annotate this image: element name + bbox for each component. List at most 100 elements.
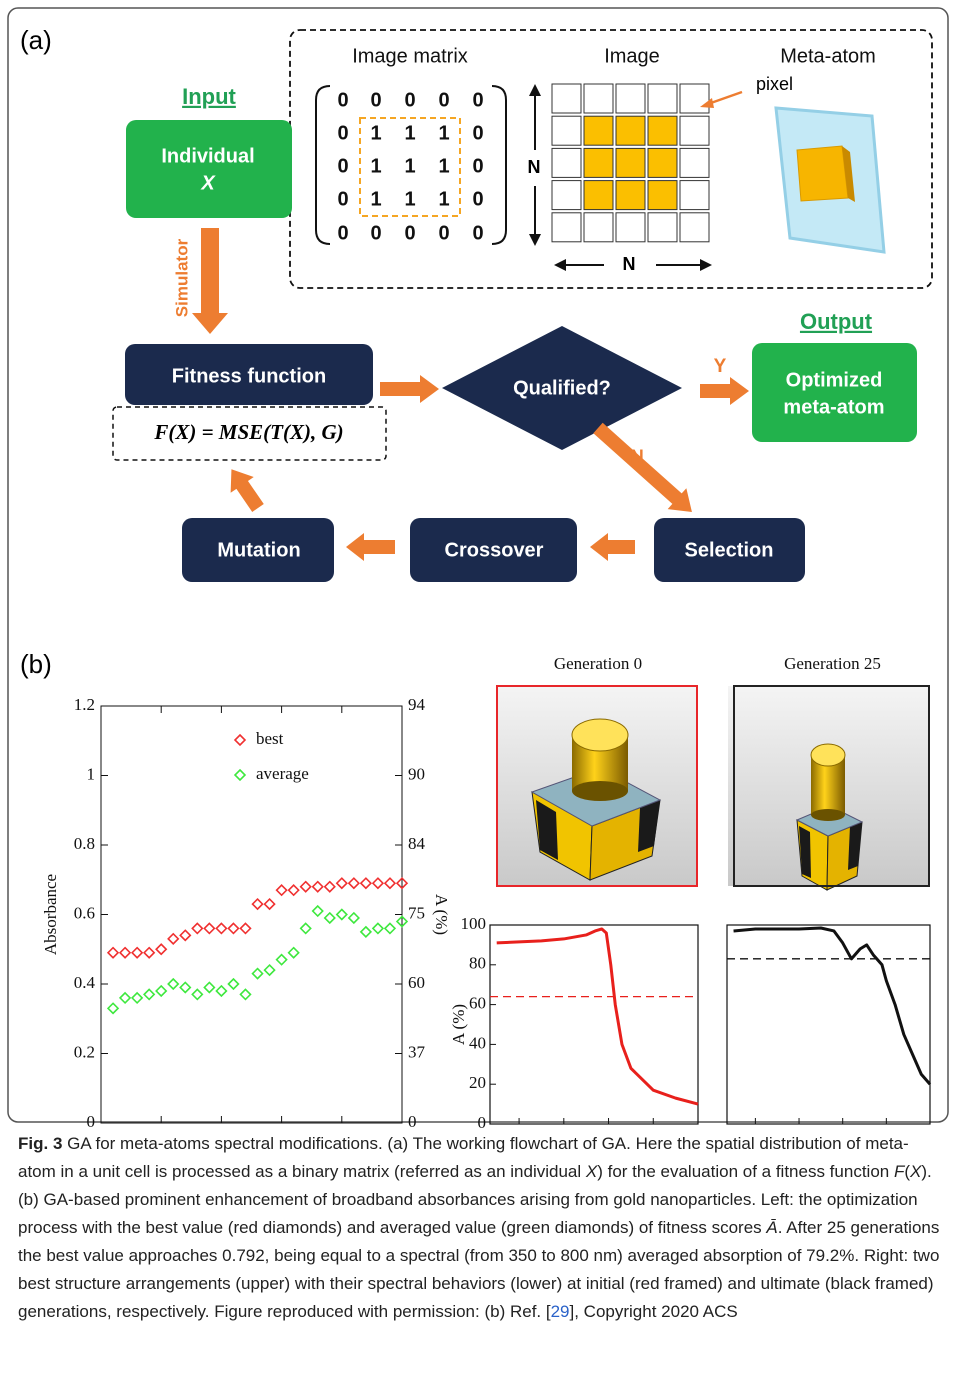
legend-marker [233,733,247,747]
panel-label: (a) [20,25,52,55]
y-tick-label: 60 [469,994,486,1013]
data-point [347,911,360,925]
data-point [335,908,348,921]
y2-tick-label: 84 [408,834,426,853]
panel-label: (b) [20,649,52,679]
pixel [647,115,678,146]
y-axis-label: A (%) [449,1004,468,1045]
pixel-grid [551,83,710,243]
fitness-box [125,344,373,405]
meta-atom-gold [796,145,849,202]
chart-title: Generation 25 [784,654,881,673]
photo [497,686,697,886]
y-tick-label: 1 [87,764,96,783]
bracket [315,85,331,245]
data-point [167,932,180,945]
n-label: N [623,254,636,274]
data-point [155,984,168,998]
caption-text: ). (b) GA-based prominent enhancement of… [18,1162,932,1237]
data-point [167,977,180,991]
data-point [118,946,132,959]
x-tick-label: 20 [333,1125,350,1128]
data-point [347,877,360,890]
y2-tick-label: 0 [408,1112,417,1128]
y-axis-label: Absorbance [41,874,60,955]
highlight-box [359,117,461,217]
data-point [395,877,409,890]
x-tick-label: 25 [394,1125,411,1128]
pixel [551,180,582,211]
caption-link[interactable]: 29 [550,1302,570,1321]
y2-tick-label: 94 [408,695,426,714]
caption: Fig. 3 GA for meta-atoms spectral modifi… [18,1130,943,1326]
data-point [359,925,373,939]
x-tick-label: 700 [874,1126,900,1128]
matrix-entry: 0 [337,89,348,111]
matrix-entry: 0 [472,222,483,244]
data-point [371,922,385,935]
y-tick-label: 0 [478,1113,487,1128]
plot-frame [726,924,931,1125]
data-point [323,911,336,925]
input-heading: Input [182,84,236,109]
data-point [311,880,324,893]
pixel [647,147,678,178]
matrix-entry: 0 [337,188,348,210]
cylinder-top [571,718,629,752]
selection-text: Selection [685,539,774,561]
photo-frame [733,685,930,887]
arrow [700,377,749,405]
data-point [251,897,264,911]
data-point [155,943,168,956]
cylinder-top [810,743,846,767]
matrix-entry: 1 [404,155,415,177]
data-point [239,922,252,935]
matrix-entry: 0 [472,89,483,111]
caption-text: . After 25 generations the best value ap… [18,1218,940,1321]
y-tick-label: 0.4 [74,973,96,992]
arrow [590,533,635,561]
x-tick-label: 0 [97,1125,106,1128]
crossover-box [410,518,577,582]
caption-text: ) for the evaluation of a fitness functi… [597,1162,894,1181]
mutation-box [182,518,334,582]
pixel [679,83,710,114]
pixel [615,83,646,114]
pixel [583,147,614,178]
pixel [583,212,614,243]
y2-tick-label: 60 [408,973,425,992]
pixel [679,115,710,146]
data-point [239,988,252,1001]
caption-label: Fig. 3 [18,1134,63,1153]
cube-stripe [848,822,862,870]
heading: Image [604,45,660,67]
data-point [371,877,385,890]
arrow [380,375,439,403]
pixel [551,147,582,178]
matrix-entry: 0 [404,89,415,111]
y-tick-label: 1.2 [74,695,95,714]
data-point [179,929,192,942]
pixel [679,147,710,178]
heading: Image matrix [352,45,468,67]
data-point [215,922,228,935]
y-tick-label: 100 [461,914,487,933]
photo [728,686,929,891]
pixel [583,115,614,146]
y-tick-label: 0.6 [74,903,95,922]
data-point [203,981,216,994]
arrow-head [529,234,541,246]
pixel [551,115,582,146]
arrow [230,469,264,512]
y2-axis-label: A (%) [432,894,451,935]
matrix-entry: 0 [472,155,483,177]
fitness-text: Fitness function [172,365,326,387]
matrix-entry: 0 [472,122,483,144]
spectrum-line [733,926,932,1086]
pixel [551,83,582,114]
chart-title: Generation 0 [554,654,642,673]
pixel [679,180,710,211]
data-point [130,946,144,959]
cube-stripe [536,800,558,860]
data-point [311,904,324,918]
